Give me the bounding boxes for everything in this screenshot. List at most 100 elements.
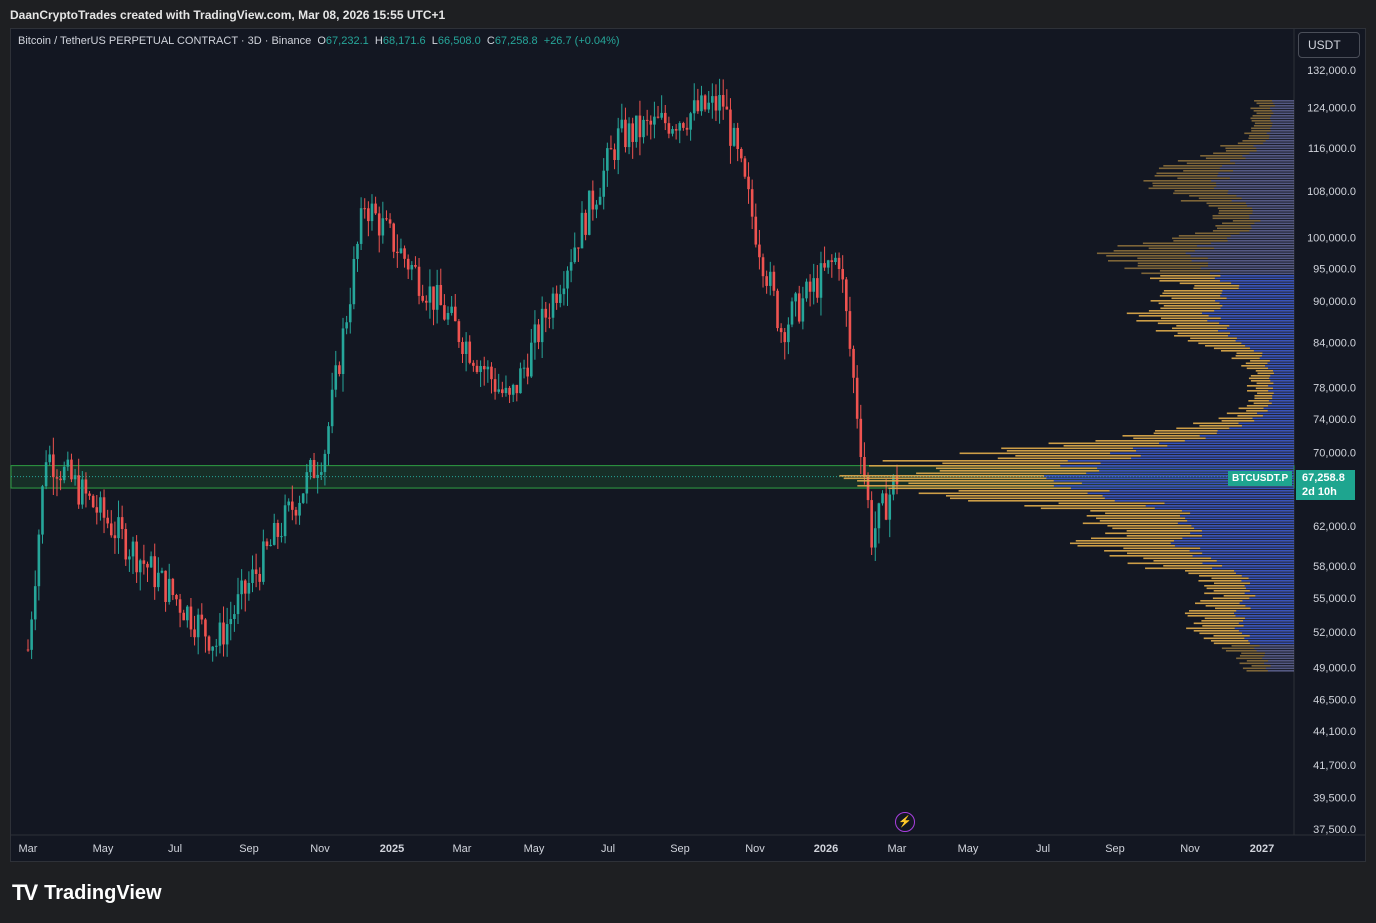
volume-profile-bar-inner: [1192, 555, 1294, 557]
candle-body: [826, 260, 830, 268]
volume-profile-bar-inner: [1217, 430, 1294, 432]
volume-profile-bar-inner: [1236, 337, 1294, 340]
candle-body: [370, 203, 374, 222]
currency-selector[interactable]: USDT: [1298, 32, 1360, 58]
volume-profile-bar-inner: [1216, 432, 1294, 435]
volume-profile-bar-inner: [1043, 475, 1294, 477]
volume-profile-bar-inner: [1249, 590, 1294, 592]
candle-body: [453, 306, 457, 322]
price-tick-label: 124,000.0: [1307, 103, 1356, 115]
candle-body: [519, 368, 522, 394]
volume-profile-bar-inner: [1201, 530, 1294, 532]
volume-profile-bar-inner: [1245, 345, 1294, 347]
volume-profile-bar-inner: [1154, 507, 1294, 510]
volume-profile-bar-inner: [1269, 360, 1294, 362]
volume-profile-bar-inner: [1271, 125, 1294, 127]
volume-profile-bar-inner: [1242, 600, 1294, 602]
candle-body: [855, 377, 859, 419]
volume-profile-bar-inner: [1256, 150, 1294, 152]
candle-body: [606, 148, 609, 171]
volume-profile-bar-inner: [1241, 425, 1294, 427]
candle-body: [392, 223, 396, 252]
volume-profile-bar-inner: [1190, 512, 1294, 515]
candle-body: [888, 494, 892, 520]
candle-body: [504, 387, 508, 394]
attribution-text: DaanCryptoTrades created with TradingVie…: [10, 8, 446, 22]
volume-profile-bar-inner: [1252, 417, 1294, 420]
volume-profile-bar-inner: [1270, 130, 1294, 132]
volume-profile-bar-inner: [1257, 412, 1294, 415]
volume-profile-bar-inner: [1253, 350, 1294, 352]
candle-body: [566, 270, 569, 289]
time-tick-label: Jul: [1036, 843, 1050, 855]
volume-profile-bar-inner: [1234, 612, 1294, 615]
time-tick-label: May: [958, 843, 979, 855]
candle-body: [863, 456, 866, 477]
candle-body: [609, 148, 613, 150]
volume-profile-bar-inner: [1244, 585, 1294, 587]
high-value: 68,171.6: [382, 35, 426, 47]
candle-body: [446, 312, 450, 320]
candle-body: [482, 366, 486, 370]
volume-profile-bar-inner: [1268, 405, 1294, 407]
volume-profile-bar-inner: [1235, 162, 1294, 165]
volume-profile-bar-inner: [1097, 467, 1294, 470]
volume-profile-bar-inner: [1060, 465, 1294, 467]
volume-profile-bar-inner: [1268, 660, 1294, 662]
volume-profile-bar-inner: [1249, 597, 1294, 600]
volume-profile-bar-inner: [1140, 455, 1294, 457]
candle-body: [204, 619, 207, 637]
price-tick-label: 52,000.0: [1313, 627, 1356, 639]
lightning-icon[interactable]: ⚡: [895, 812, 915, 832]
candle-body: [157, 572, 160, 588]
time-tick-label: Sep: [670, 843, 690, 855]
volume-profile-bar-inner: [1239, 232, 1294, 235]
candle-body: [330, 389, 334, 427]
candle-body: [124, 529, 128, 560]
volume-profile-bar-inner: [1241, 342, 1294, 345]
volume-profile-bar-inner: [1211, 557, 1294, 560]
candle-body: [642, 119, 645, 138]
volume-profile-bar-inner: [1264, 655, 1294, 657]
symbol-title[interactable]: Bitcoin / TetherUS PERPETUAL CONTRACT · …: [18, 35, 312, 47]
volume-profile-bar-inner: [1164, 502, 1294, 505]
candle-body: [33, 586, 37, 620]
volume-profile-bar-inner: [1207, 320, 1294, 322]
candle-body: [62, 466, 66, 481]
candle-body: [171, 578, 175, 596]
time-tick-label: May: [524, 843, 545, 855]
candle-body: [73, 475, 77, 480]
volume-profile-bar-inner: [1236, 195, 1294, 197]
price-tick-label: 58,000.0: [1313, 561, 1356, 573]
volume-profile-bar-inner: [1109, 490, 1294, 492]
candle-body: [497, 389, 501, 392]
volume-profile-bar-inner: [1271, 115, 1294, 117]
volume-profile-bar-inner: [1270, 120, 1294, 122]
candle-body: [283, 505, 287, 537]
volume-profile-bar-inner: [1273, 102, 1294, 105]
candle-body: [595, 204, 598, 210]
volume-profile-bar-inner: [1262, 657, 1294, 660]
candle-body: [84, 479, 88, 494]
candle-body: [740, 148, 743, 159]
volume-profile-bar-inner: [1177, 522, 1294, 525]
price-tick-label: 49,000.0: [1313, 663, 1356, 675]
change-value: +26.7 (+0.04%): [543, 35, 620, 47]
candle-body: [743, 158, 747, 177]
candle-body: [754, 216, 758, 245]
candle-body: [91, 495, 95, 508]
candle-body: [823, 263, 826, 268]
candle-body: [193, 629, 196, 638]
candle-body: [841, 268, 844, 280]
candle-body: [265, 541, 269, 547]
volume-profile-bar-inner: [1219, 322, 1294, 325]
candle-body: [294, 509, 298, 516]
candle-body: [196, 614, 200, 638]
candle-body: [511, 384, 515, 395]
volume-profile-bar-inner: [1220, 270, 1294, 272]
volume-profile-bar-inner: [1131, 457, 1294, 460]
candle-body: [117, 517, 120, 539]
volume-profile-bar-inner: [1254, 222, 1294, 225]
candle-body: [138, 560, 142, 573]
